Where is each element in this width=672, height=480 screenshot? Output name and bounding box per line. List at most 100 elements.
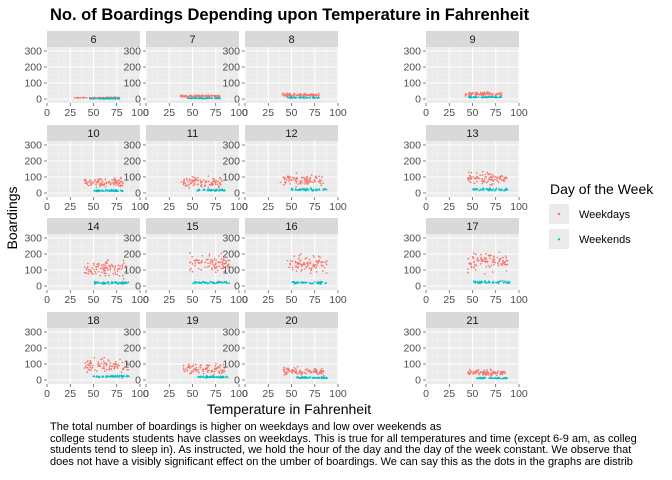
point-weekends — [222, 376, 225, 379]
point-weekdays — [491, 179, 494, 182]
point-weekends — [469, 95, 472, 98]
point-weekdays — [479, 262, 482, 265]
point-weekdays — [470, 171, 473, 174]
point-weekends — [306, 188, 309, 191]
point-weekends — [195, 96, 198, 99]
point-weekdays — [193, 176, 196, 179]
point-weekends — [299, 188, 302, 191]
point-weekends — [319, 282, 322, 285]
point-weekdays — [283, 92, 285, 95]
point-weekdays — [308, 263, 311, 265]
facet-strip-label: 15 — [186, 221, 198, 233]
point-weekdays — [95, 370, 98, 372]
point-weekdays — [208, 253, 211, 255]
point-weekdays — [291, 266, 294, 268]
point-weekdays — [107, 268, 109, 271]
point-weekdays — [500, 257, 502, 260]
point-weekends — [200, 375, 203, 378]
point-weekdays — [207, 180, 210, 183]
point-weekdays — [101, 180, 104, 183]
x-tick-label: 100 — [230, 107, 248, 119]
point-weekdays — [486, 370, 489, 373]
point-weekends — [191, 282, 194, 285]
point-weekdays — [216, 269, 219, 272]
facet-strip — [245, 218, 338, 234]
point-weekdays — [207, 175, 210, 178]
point-weekdays — [489, 176, 492, 178]
point-weekdays — [481, 177, 484, 180]
point-weekends — [110, 189, 114, 192]
point-weekdays — [288, 177, 290, 180]
point-weekdays — [97, 364, 99, 366]
x-tick-label: 25 — [163, 107, 175, 119]
point-weekdays — [304, 95, 307, 97]
point-weekends — [497, 188, 501, 191]
point-weekdays — [283, 366, 286, 369]
point-weekdays — [483, 178, 486, 180]
y-tick-label: 100 — [24, 78, 42, 90]
point-weekdays — [123, 366, 126, 368]
point-weekdays — [103, 356, 106, 359]
point-weekdays — [226, 265, 228, 267]
point-weekdays — [119, 358, 121, 361]
facet-strip — [426, 31, 519, 47]
point-weekends — [484, 96, 488, 99]
point-weekends — [479, 188, 482, 191]
point-weekdays — [203, 95, 206, 97]
point-weekdays — [320, 179, 323, 182]
facet-strip-label: 14 — [87, 221, 99, 233]
point-weekdays — [284, 373, 287, 375]
point-weekends — [309, 375, 312, 378]
point-weekdays — [325, 260, 328, 262]
point-weekdays — [302, 263, 305, 265]
x-tick-label: 100 — [510, 107, 528, 119]
point-weekdays — [218, 186, 220, 189]
point-weekdays — [86, 371, 89, 374]
point-weekdays — [504, 255, 507, 258]
point-weekends — [188, 97, 191, 100]
point-weekdays — [467, 268, 469, 270]
point-weekdays — [117, 364, 120, 367]
point-weekdays — [475, 253, 477, 256]
point-weekdays — [127, 369, 130, 371]
point-weekdays — [208, 255, 211, 257]
point-weekdays — [296, 263, 299, 265]
point-weekends — [313, 96, 316, 99]
point-weekends — [196, 375, 200, 378]
point-weekdays — [485, 181, 488, 184]
point-weekends — [207, 375, 211, 378]
point-weekdays — [314, 260, 317, 262]
point-weekdays — [306, 263, 309, 266]
point-weekdays — [496, 256, 499, 259]
point-weekends — [480, 376, 483, 379]
point-weekends — [480, 280, 483, 283]
point-weekdays — [492, 260, 495, 263]
point-weekdays — [468, 180, 471, 183]
point-weekdays — [122, 262, 125, 265]
point-weekdays — [192, 184, 195, 187]
point-weekdays — [74, 97, 76, 99]
point-weekdays — [113, 180, 116, 183]
x-tick-label: 50 — [286, 107, 298, 119]
point-weekends — [127, 375, 130, 378]
point-weekdays — [322, 374, 325, 377]
point-weekdays — [217, 370, 220, 373]
point-weekends — [208, 96, 211, 99]
point-weekdays — [208, 184, 211, 186]
point-weekends — [295, 376, 298, 379]
facet-strip-label: 10 — [87, 128, 99, 140]
point-weekdays — [288, 93, 290, 96]
point-weekdays — [500, 264, 503, 266]
point-weekdays — [315, 266, 318, 269]
point-weekdays — [204, 367, 206, 370]
point-weekends — [95, 97, 98, 100]
point-weekdays — [111, 179, 113, 181]
point-weekdays — [100, 358, 102, 361]
point-weekdays — [227, 266, 229, 269]
x-tick-label: 25 — [262, 388, 274, 400]
point-weekdays — [206, 94, 209, 97]
point-weekdays — [483, 272, 486, 275]
point-weekdays — [113, 177, 116, 180]
point-weekdays — [202, 370, 205, 373]
point-weekends — [118, 281, 121, 284]
